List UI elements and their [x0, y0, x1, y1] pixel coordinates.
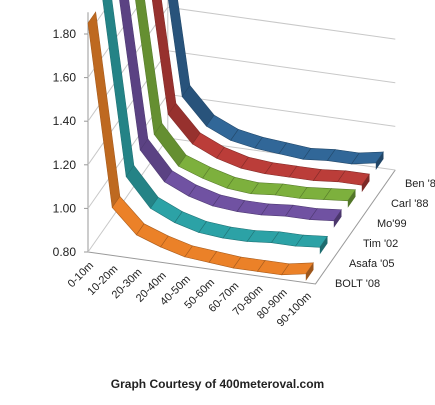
ribbon-end-cap — [319, 236, 328, 255]
series-ribbon — [151, 0, 371, 193]
series-label: Ben '88 — [405, 178, 435, 190]
ribbon-end-cap — [347, 189, 356, 208]
series-ribbon — [135, 0, 357, 208]
y-tick-label: 1.40 — [53, 114, 77, 128]
floor-edge — [87, 169, 396, 285]
ribbon-end-cap — [361, 174, 370, 193]
ribbon-segment — [125, 165, 159, 209]
series-ribbons — [87, 0, 385, 281]
ribbon-end-cap — [305, 262, 314, 281]
series-ribbon — [168, 0, 385, 170]
ribbon-end-cap — [375, 151, 384, 170]
ribbon-end-cap — [333, 209, 342, 228]
y-axis-ticks: 1.80 1.60 1.40 1.20 1.00 0.80 — [53, 27, 88, 259]
series-axis-labels: BOLT '08 Asafa '05 Tim '02 Mo'99 Carl '88 Ben… — [335, 178, 435, 290]
series-ribbon — [87, 11, 315, 281]
series-label: BOLT '08 — [335, 278, 380, 290]
y-tick-label: 1.80 — [53, 27, 77, 41]
chart-credit: Graph Courtesy of 400meteroval.com — [110, 377, 325, 391]
series-ribbon — [119, 0, 343, 228]
y-tick-label: 0.80 — [53, 245, 77, 259]
series-label: Asafa '05 — [349, 258, 395, 270]
series-label: Mo'99 — [377, 218, 407, 230]
y-tick-label: 1.20 — [53, 158, 77, 172]
y-tick-label: 1.60 — [53, 71, 77, 85]
gridline — [87, 0, 113, 35]
series-ribbon — [102, 0, 329, 255]
series-label: Carl '88 — [391, 198, 429, 210]
series-label: Tim '02 — [363, 238, 398, 250]
y-tick-label: 1.00 — [53, 201, 77, 215]
ribbon-segment — [111, 195, 145, 236]
